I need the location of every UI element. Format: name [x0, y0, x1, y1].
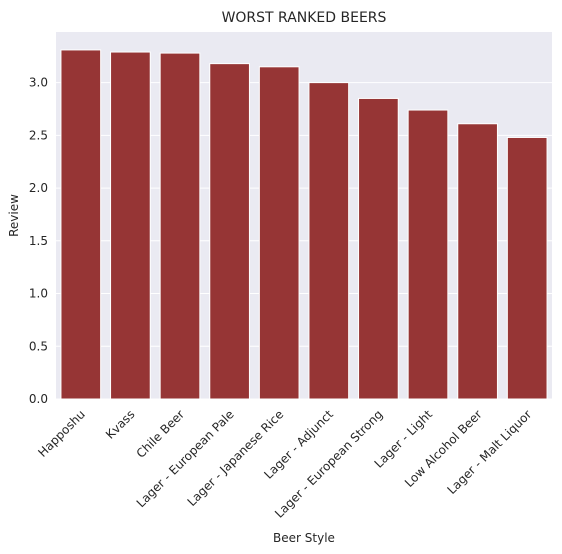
- chart-title: WORST RANKED BEERS: [222, 10, 387, 26]
- bar: [358, 97, 399, 400]
- x-tick-label: Kvass: [103, 407, 138, 442]
- bar: [407, 109, 449, 400]
- y-tick-label: 1.0: [29, 287, 48, 301]
- x-tick-label: Lager - Malt Liquor: [445, 407, 535, 497]
- bar: [457, 123, 498, 400]
- bar: [110, 51, 151, 400]
- y-tick-label: 0.5: [29, 339, 48, 353]
- bars: [60, 49, 548, 400]
- x-axis-label: Beer Style: [273, 531, 335, 545]
- x-tick-label: Lager - Japanese Rice: [185, 407, 287, 509]
- x-tick-label: Lager - European Pale: [134, 407, 237, 510]
- bar: [308, 82, 350, 400]
- bar: [159, 52, 201, 400]
- y-axis-label: Review: [7, 194, 21, 237]
- y-tick-label: 1.5: [29, 234, 48, 248]
- y-tick-label: 2.0: [29, 181, 48, 195]
- bar: [506, 136, 548, 400]
- y-tick-label: 2.5: [29, 128, 48, 142]
- bar: [209, 63, 250, 400]
- y-tick-labels: 0.0 0.5 1.0 1.5 2.0 2.5 3.0: [29, 76, 48, 406]
- x-tick-label: Happoshu: [35, 407, 88, 460]
- y-tick-label: 3.0: [29, 76, 48, 90]
- y-tick-label: 0.0: [29, 392, 48, 406]
- bar: [60, 49, 102, 400]
- x-tick-label: Chile Beer: [134, 407, 188, 461]
- bar: [258, 66, 300, 400]
